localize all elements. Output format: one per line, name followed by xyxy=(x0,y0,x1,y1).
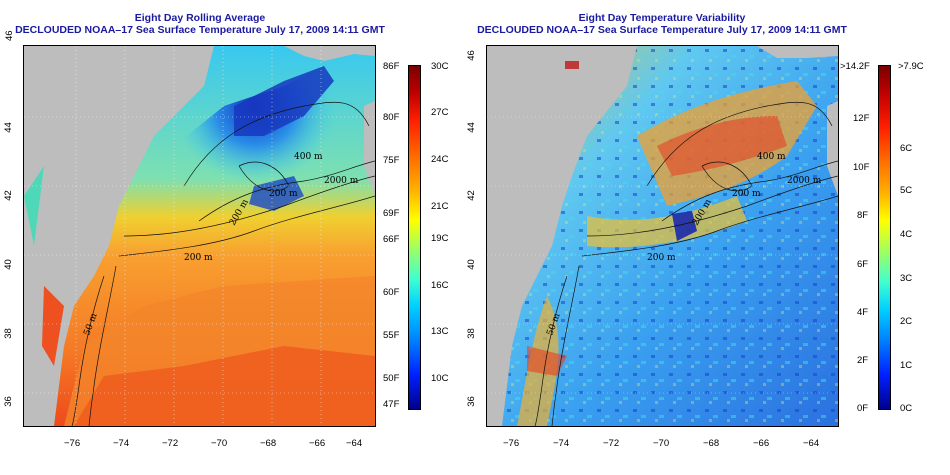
left-lon-70: −70 xyxy=(211,438,228,449)
right-lon-66: −66 xyxy=(753,438,770,449)
left-lon-74: −74 xyxy=(113,438,130,449)
right-cb-f-4: 6F xyxy=(857,259,869,270)
right-lon-68: −68 xyxy=(703,438,720,449)
left-contour-label-200m: 200 m xyxy=(184,253,213,263)
right-map-subtitle: DECLOUDED NOAA–17 Sea Surface Temperatur… xyxy=(477,24,847,36)
right-lon-64: −64 xyxy=(803,438,820,449)
right-lat-46: 46 xyxy=(465,50,477,61)
left-contour-label-2000m: 2000 m xyxy=(324,176,359,186)
right-lat-42: 42 xyxy=(465,190,477,201)
left-cb-c-3: 21C xyxy=(431,201,449,212)
right-cb-f-7: 0F xyxy=(857,403,869,414)
right-cb-c-7: 0C xyxy=(900,403,913,414)
right-cb-f-3: 8F xyxy=(857,210,869,221)
right-cb-c-5: 2C xyxy=(900,316,913,327)
left-cb-c-0: 30C xyxy=(431,61,449,72)
left-lon-72: −72 xyxy=(162,438,179,449)
right-lon-72: −72 xyxy=(603,438,620,449)
left-cb-c-2: 24C xyxy=(431,154,449,165)
left-lon-66: −66 xyxy=(309,438,326,449)
left-cb-f-0: 86F xyxy=(383,61,400,72)
left-contour-label-400m: 400 m xyxy=(294,152,323,162)
left-cb-f-1: 80F xyxy=(383,112,400,123)
left-cb-c-1: 27C xyxy=(431,107,449,118)
left-cb-f-8: 47F xyxy=(383,399,400,410)
left-cb-c-7: 10C xyxy=(431,373,449,384)
left-lat-38: 38 xyxy=(2,328,14,339)
left-lat-44: 44 xyxy=(2,122,14,133)
left-cb-c-6: 13C xyxy=(431,326,449,337)
right-contour-label-200m: 200 m xyxy=(647,253,676,263)
right-contour-label-400m: 400 m xyxy=(757,152,786,162)
left-temperature-colorbar xyxy=(408,65,421,410)
right-cb-f-1: 12F xyxy=(853,113,870,124)
right-cb-c-0: >7.9C xyxy=(898,61,924,72)
left-cb-f-7: 50F xyxy=(383,373,400,384)
right-map-title: Eight Day Temperature Variability xyxy=(578,12,746,24)
left-lat-46: 46 xyxy=(4,30,15,41)
left-lon-68: −68 xyxy=(260,438,277,449)
right-cb-c-1: 6C xyxy=(900,143,913,154)
left-cb-c-5: 16C xyxy=(431,280,449,291)
right-cb-f-6: 2F xyxy=(857,355,869,366)
left-map-subtitle: DECLOUDED NOAA–17 Sea Surface Temperatur… xyxy=(15,24,385,36)
right-lon-70: −70 xyxy=(653,438,670,449)
left-cb-f-3: 69F xyxy=(383,208,400,219)
right-lat-36: 36 xyxy=(465,396,477,407)
right-lat-44: 44 xyxy=(465,122,477,133)
left-lat-42: 42 xyxy=(2,190,14,201)
left-lon-76: −76 xyxy=(64,438,81,449)
right-lon-76: −76 xyxy=(503,438,520,449)
left-map-title: Eight Day Rolling Average xyxy=(134,12,266,24)
right-cb-f-5: 4F xyxy=(857,307,869,318)
left-lat-36: 36 xyxy=(2,396,14,407)
left-lat-40: 40 xyxy=(2,259,14,270)
left-cb-f-5: 60F xyxy=(383,287,400,298)
right-cb-c-2: 5C xyxy=(900,185,913,196)
left-lon-64: −64 xyxy=(346,438,363,449)
right-map-canvas: 400 m 2000 m 200 m 200 m 50 m 200 m xyxy=(487,46,838,426)
right-lat-38: 38 xyxy=(465,328,477,339)
left-map-canvas: 400 m 2000 m 200 m 200 m 50 m 200 m xyxy=(24,46,375,426)
right-contour-label-200m-b: 200 m xyxy=(732,189,761,199)
left-cb-c-4: 19C xyxy=(431,233,449,244)
right-cb-c-6: 1C xyxy=(900,360,913,371)
left-sst-average-map: 400 m 2000 m 200 m 200 m 50 m 200 m xyxy=(23,45,376,427)
left-cb-f-6: 55F xyxy=(383,330,400,341)
left-contour-label-200m-b: 200 m xyxy=(269,189,298,199)
right-contour-label-2000m: 2000 m xyxy=(787,176,822,186)
right-lon-74: −74 xyxy=(553,438,570,449)
right-cb-f-2: 10F xyxy=(853,162,870,173)
right-cb-c-4: 3C xyxy=(900,273,913,284)
right-lat-40: 40 xyxy=(465,259,477,270)
left-cb-f-2: 75F xyxy=(383,155,400,166)
right-cb-c-3: 4C xyxy=(900,229,913,240)
right-variability-colorbar xyxy=(878,65,891,410)
right-sst-variability-map: 400 m 2000 m 200 m 200 m 50 m 200 m xyxy=(486,45,839,427)
left-cb-f-4: 66F xyxy=(383,234,400,245)
right-cb-f-0: >14.2F xyxy=(840,61,870,72)
